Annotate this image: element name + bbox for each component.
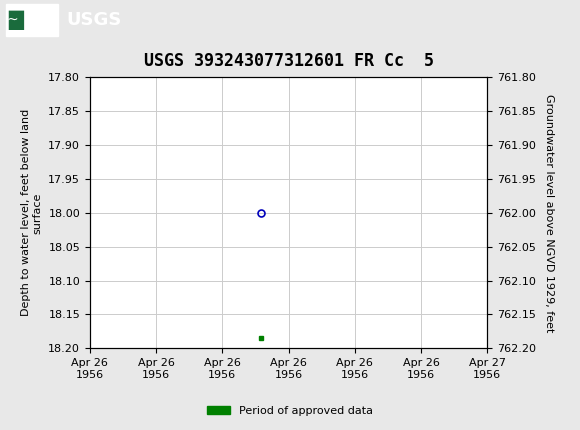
Y-axis label: Depth to water level, feet below land
surface: Depth to water level, feet below land su… <box>21 109 43 316</box>
Y-axis label: Groundwater level above NGVD 1929, feet: Groundwater level above NGVD 1929, feet <box>544 94 554 332</box>
Bar <box>6 4 58 36</box>
Text: USGS: USGS <box>67 11 122 29</box>
Text: █: █ <box>9 10 24 30</box>
Legend: Period of approved data: Period of approved data <box>203 401 377 420</box>
Text: ~: ~ <box>7 13 19 27</box>
Title: USGS 393243077312601 FR Cc  5: USGS 393243077312601 FR Cc 5 <box>144 52 434 70</box>
